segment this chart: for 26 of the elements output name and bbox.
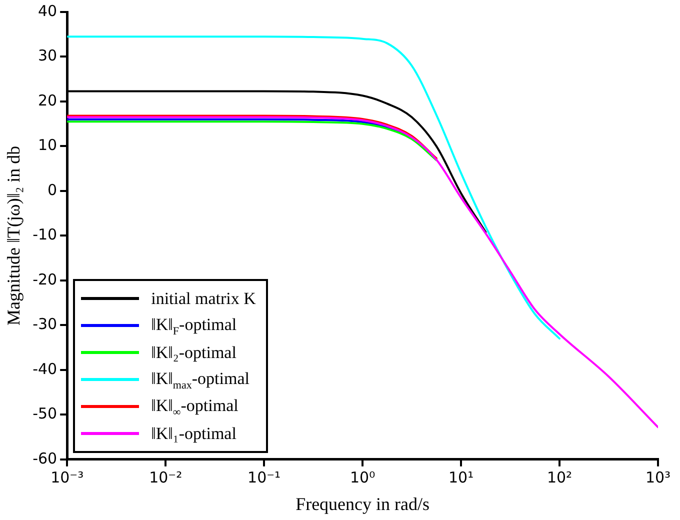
x-tick-label: 10⁻¹	[248, 468, 281, 486]
legend-label: initial matrix K	[151, 288, 256, 309]
y-tick-label: -30	[32, 315, 58, 334]
y-axis-title: Magnitude ‖T(jω)‖₂ in db	[4, 146, 24, 326]
x-tick-label: 10⁰	[350, 468, 376, 486]
y-tick-label: -60	[32, 449, 58, 468]
y-tick-label: -10	[32, 226, 58, 244]
x-tick-label: 10³	[645, 468, 671, 486]
legend-label: ‖K‖₁-optimal	[151, 424, 236, 444]
y-tick-label: -20	[32, 270, 58, 288]
y-tick-label: 0	[48, 180, 58, 199]
x-tick-label: 10¹	[448, 468, 474, 486]
x-tick-label: 10⁻³	[50, 468, 84, 486]
legend-label: ‖K‖₂-optimal	[151, 342, 236, 363]
legend-label: ‖K‖$_{F}$-optimal	[151, 314, 237, 338]
x-axis-title: Frequency in rad/s	[296, 494, 430, 514]
y-tick-label: 20	[38, 91, 58, 110]
y-tick-label: 10	[38, 136, 58, 154]
legend-label: ‖K‖$_{max}$-optimal	[151, 368, 250, 392]
legend-label: ‖K‖$_{∞}$-optimal	[151, 396, 238, 418]
y-tick-label: -50	[32, 404, 58, 423]
y-tick-label: -40	[32, 360, 58, 378]
x-tick-label: 10⁻²	[149, 468, 182, 486]
x-tick-label: 10²	[546, 468, 572, 486]
y-tick-label: 30	[38, 46, 58, 65]
y-tick-label: 40	[38, 2, 58, 20]
